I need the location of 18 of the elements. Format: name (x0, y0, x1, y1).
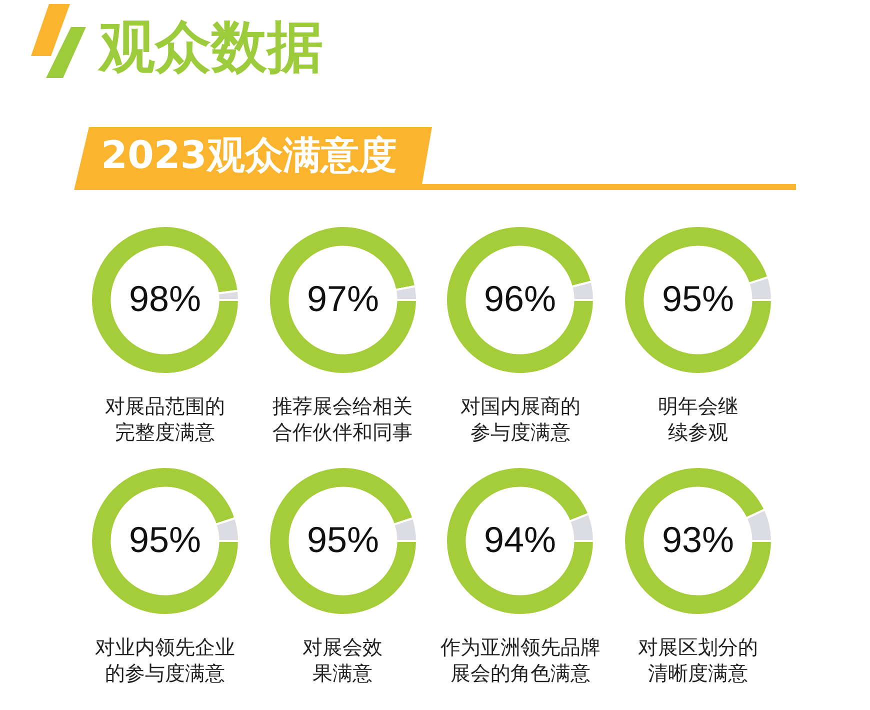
text: 对展会效果满意 (302, 634, 384, 686)
text: 明年会继续参观 (657, 393, 740, 445)
data-label: 93% (662, 518, 734, 560)
text: 对展品范围的完整度满意 (104, 393, 226, 445)
data-label: 97% (306, 278, 379, 319)
text: 推荐展会给相关合作伙伴和同事 (272, 393, 414, 445)
text: 2023观众满意度 (101, 132, 397, 179)
data-label: 95% (128, 518, 202, 560)
text: 观众数据 (99, 14, 323, 82)
data-label: 94% (484, 518, 556, 560)
data-label: 95% (662, 278, 734, 319)
data-label: 98% (128, 278, 202, 319)
text: 作为亚洲领先品牌展会的角色满意 (439, 634, 602, 686)
text: 对国内展商的参与度满意 (459, 393, 582, 445)
data-label: 96% (484, 278, 556, 319)
text: 对展区划分的清晰度满意 (637, 634, 760, 686)
text: 对业内领先企业的参与度满意 (94, 634, 236, 686)
data-label: 95% (306, 518, 379, 560)
